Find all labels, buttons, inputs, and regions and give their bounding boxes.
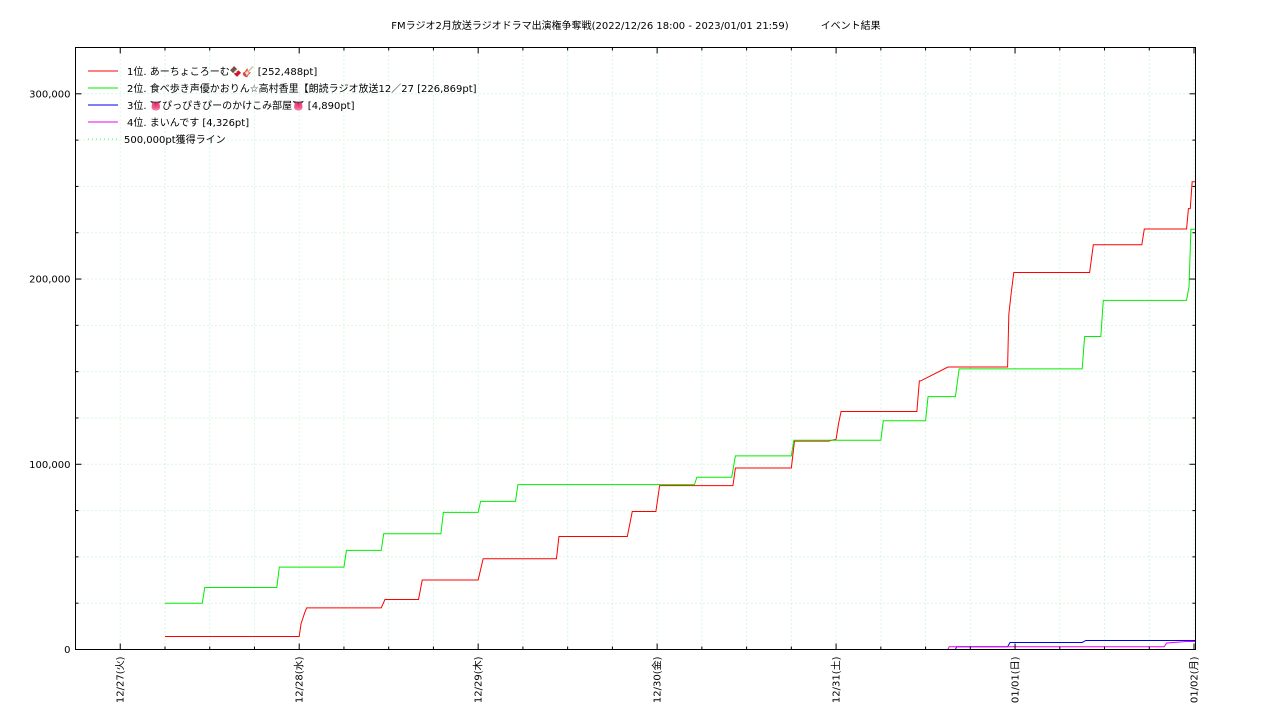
plot-frame xyxy=(75,47,1196,650)
legend-label-reference: 500,000pt獲得ライン xyxy=(124,133,226,146)
series-line-2 xyxy=(164,228,1196,604)
legend-label-2: 2位. 食べ歩き声優かおりん☆高村香里【朗読ラジオ放送12／27 [226,86… xyxy=(127,82,477,95)
axes: 12/27(火) 12/28(水) 12/29(木) 12/30(金) 12/31(土)… xyxy=(29,47,1201,703)
x-tick-label: 12/31(土) xyxy=(830,656,843,703)
y-tick-label: 0 xyxy=(64,645,70,656)
chart-title-main: FMラジオ2月放送ラジオドラマ出演権争奪戦(2022/12/26 18:00 -… xyxy=(391,19,788,32)
legend: 1位. あーちょころーむ🍫🎸 [252,488pt] 2位. 食べ歩き声優かおりん… xyxy=(88,65,477,146)
x-tick-label: 12/27(火) xyxy=(115,656,127,703)
y-tick-label: 200,000 xyxy=(29,275,70,286)
x-tick-label: 01/02(月) xyxy=(1189,656,1201,703)
legend-label-4: 4位. まいんです [4,326pt] xyxy=(127,116,249,129)
x-tick-label: 12/29(木) xyxy=(473,656,485,703)
series-lines xyxy=(164,181,1196,650)
grid-lines xyxy=(75,47,1196,650)
chart-title: FMラジオ2月放送ラジオドラマ出演権争奪戦(2022/12/26 18:00 -… xyxy=(391,19,880,32)
y-tick-label: 100,000 xyxy=(29,460,70,471)
chart-subtitle: イベント結果 xyxy=(821,19,881,32)
legend-label-1: 1位. あーちょころーむ🍫🎸 [252,488pt] xyxy=(127,65,317,78)
x-tick-label: 12/30(金) xyxy=(651,656,664,703)
series-line-1 xyxy=(164,181,1196,638)
x-tick-label: 01/01(日) xyxy=(1011,656,1022,703)
x-tick-label: 12/28(水) xyxy=(294,656,306,703)
y-tick-label: 300,000 xyxy=(29,89,70,100)
legend-label-3: 3位. 👅ぴっぴきぴーのかけこみ部屋👅 [4,890pt] xyxy=(127,99,355,112)
